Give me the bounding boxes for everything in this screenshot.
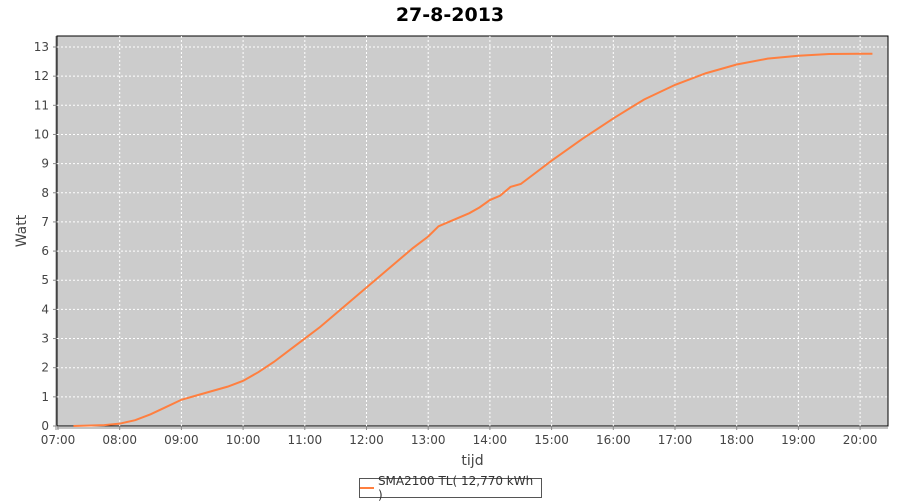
y-tick-label: 10 [34,127,49,141]
y-tick-label: 0 [41,419,49,433]
x-tick-label: 09:00 [164,433,199,447]
x-axis-label: tijd [461,453,483,469]
y-tick-label: 2 [41,361,49,375]
y-tick-label: 8 [41,186,49,200]
x-tick-label: 07:00 [41,433,76,447]
y-tick-label: 12 [34,69,49,83]
x-tick-label: 18:00 [719,433,754,447]
x-tick-label: 12:00 [349,433,384,447]
legend: SMA2100 TL( 12,770 kWh ) [359,474,542,502]
x-tick-label: 10:00 [226,433,261,447]
y-tick-label: 11 [34,98,49,112]
x-tick-label: 20:00 [843,433,878,447]
x-tick-label: 15:00 [534,433,569,447]
y-tick-label: 7 [41,215,49,229]
legend-swatch [360,487,374,489]
series-line [73,52,873,427]
x-tick-label: 19:00 [781,433,816,447]
x-tick-label: 14:00 [473,433,508,447]
x-tick-label: 17:00 [658,433,693,447]
y-tick-label: 3 [41,332,49,346]
y-tick-label: 6 [41,244,49,258]
y-tick-label: 5 [41,273,49,287]
y-tick-label: 4 [41,302,49,316]
legend-label: SMA2100 TL( 12,770 kWh ) [377,474,534,502]
y-tick-label: 13 [34,40,49,54]
x-tick-label: 13:00 [411,433,446,447]
x-tick-label: 08:00 [102,433,137,447]
x-tick-label: 11:00 [288,433,323,447]
x-tick-label: 16:00 [596,433,631,447]
y-axis-label: Watt [14,214,30,247]
chart-title: 27-8-2013 [395,4,505,26]
plot-area [56,35,889,427]
y-tick-label: 9 [41,157,49,171]
y-tick-label: 1 [41,390,49,404]
